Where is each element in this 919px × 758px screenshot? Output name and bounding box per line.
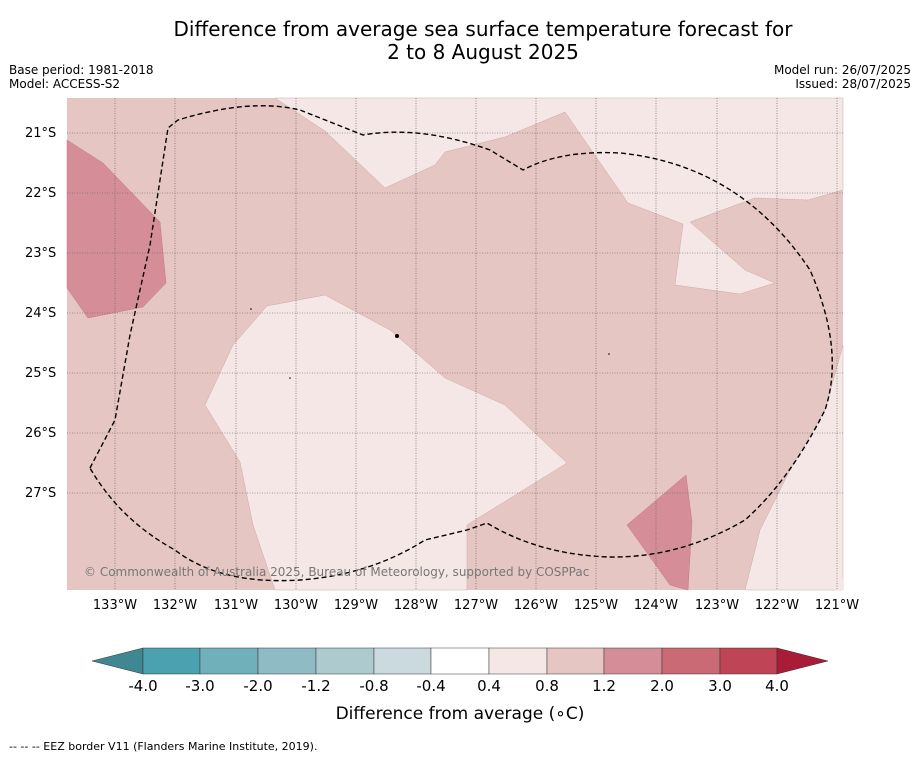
anomaly-region-light-north — [274, 97, 844, 295]
anomaly-region-light-corner — [835, 578, 843, 590]
colorbar-tick-label: 1.2 — [592, 677, 616, 695]
anomaly-region-dark-west — [66, 139, 167, 319]
colorbar-segment — [142, 647, 201, 675]
colorbar-tick-label: 2.0 — [650, 677, 674, 695]
anomaly-region-light-central — [204, 294, 568, 591]
colorbar-segment — [199, 647, 259, 675]
lon-label: 131°W — [213, 598, 259, 613]
lon-label: 133°W — [92, 598, 138, 613]
colorbar-segment — [430, 647, 490, 675]
lat-label: 27°S — [25, 486, 57, 501]
colorbar-tick-label: 0.8 — [535, 677, 559, 695]
lat-label: 23°S — [25, 246, 57, 261]
lat-label: 26°S — [25, 426, 57, 441]
lon-label: 126°W — [513, 598, 559, 613]
colorbar — [91, 647, 829, 675]
colorbar-title-text: Difference from average ( — [335, 704, 556, 724]
chart-title: Difference from average sea surface temp… — [0, 18, 919, 64]
island-marker — [289, 377, 291, 379]
colorbar-segment — [603, 647, 663, 675]
lon-label: 130°W — [273, 598, 319, 613]
colorbar-tick-label: 4.0 — [765, 677, 789, 695]
model-name: Model: ACCESS-S2 — [9, 77, 121, 91]
model-run: Model run: 26/07/2025 — [773, 63, 911, 77]
colorbar-tick-label: 0.4 — [477, 677, 501, 695]
colorbar-tick-label: -0.8 — [359, 677, 389, 695]
lon-label: 124°W — [633, 598, 679, 613]
colorbar-tick-label: 3.0 — [708, 677, 732, 695]
island-marker — [608, 353, 610, 355]
colorbar-segment — [661, 647, 721, 675]
lat-label: 25°S — [25, 366, 57, 381]
meta-left: Base period: 1981-2018 Model: ACCESS-S2 — [9, 63, 154, 91]
lon-label: 125°W — [573, 598, 619, 613]
lon-label: 123°W — [694, 598, 740, 613]
base-period: Base period: 1981-2018 — [9, 63, 154, 77]
eez-border-line — [89, 105, 833, 582]
island-marker — [395, 334, 399, 338]
lat-label: 21°S — [25, 126, 57, 141]
lon-label: 122°W — [754, 598, 800, 613]
colorbar-tick-label: -2.0 — [243, 677, 273, 695]
colorbar-tick-label: -1.2 — [301, 677, 331, 695]
lon-label: 132°W — [152, 598, 198, 613]
colorbar-segment — [257, 647, 317, 675]
colorbar-tick-label: -4.0 — [128, 677, 158, 695]
title-line-1: Difference from average sea surface temp… — [173, 17, 793, 41]
colorbar-title: Difference from average (∘C) — [0, 704, 919, 724]
colorbar-unit: ∘C — [555, 704, 578, 724]
lon-label: 127°W — [453, 598, 499, 613]
colorbar-upper-extension — [776, 647, 829, 675]
colorbar-segment — [315, 647, 375, 675]
eez-legend-footnote: -- -- -- EEZ border V11 (Flanders Marine… — [9, 740, 318, 753]
colorbar-segment — [719, 647, 778, 675]
copyright-notice: © Commonwealth of Australia 2025, Bureau… — [84, 565, 590, 579]
lon-label: 128°W — [393, 598, 439, 613]
island-marker — [250, 308, 252, 310]
colorbar-segment — [373, 647, 432, 675]
title-line-2: 2 to 8 August 2025 — [387, 40, 579, 64]
lon-label: 129°W — [333, 598, 379, 613]
issued-date: Issued: 28/07/2025 — [795, 77, 911, 91]
colorbar-segment — [488, 647, 548, 675]
colorbar-lower-extension — [91, 647, 144, 675]
lon-label: 121°W — [814, 598, 860, 613]
lat-label: 22°S — [25, 186, 57, 201]
colorbar-title-close: ) — [577, 704, 585, 724]
anomaly-region-dark-southeast — [626, 474, 693, 591]
colorbar-tick-label: -0.4 — [416, 677, 446, 695]
lat-label: 24°S — [25, 306, 57, 321]
colorbar-tick-label: -3.0 — [185, 677, 215, 695]
graticule — [67, 98, 843, 590]
colorbar-segment — [546, 647, 605, 675]
meta-right: Model run: 26/07/2025 Issued: 28/07/2025 — [774, 63, 911, 91]
